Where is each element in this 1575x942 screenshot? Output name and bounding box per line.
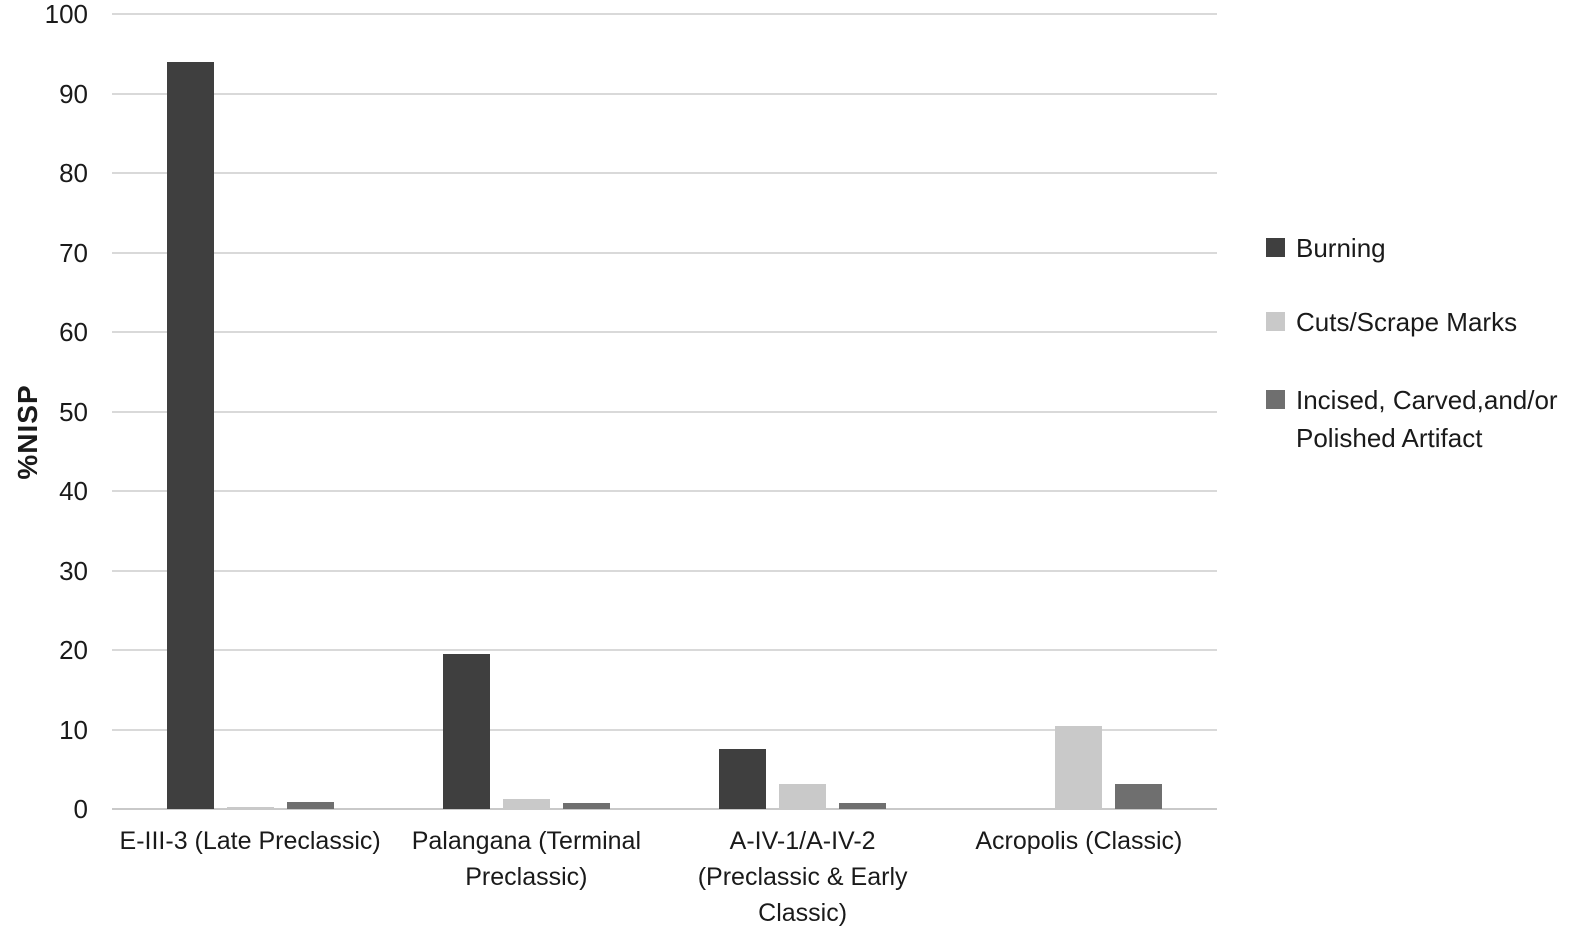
x-category-label-line: Preclassic) — [465, 863, 588, 891]
bar — [166, 61, 214, 809]
legend-label: Incised, Carved,and/or Polished Artifact — [1296, 381, 1558, 457]
x-category-label-line: Classic) — [758, 899, 848, 927]
bar — [779, 784, 827, 809]
y-tick-label: 90 — [59, 78, 88, 109]
legend-swatch-icon — [1266, 238, 1285, 257]
y-tick-label: 100 — [44, 0, 88, 29]
bar — [1055, 725, 1103, 809]
legend-label-line: Cuts/Scrape Marks — [1296, 307, 1518, 337]
y-tick-label: 0 — [73, 794, 88, 824]
x-category-label: A-IV-1/A-IV-2 (Preclassic & Early Classic) — [665, 823, 941, 931]
x-category-label: E-III-3 (Late Preclassic) — [112, 823, 388, 859]
legend-item: Burning — [1266, 229, 1386, 267]
y-tick-label: 80 — [59, 158, 88, 188]
legend-label: Burning — [1296, 229, 1386, 267]
gridline — [112, 649, 1217, 651]
legend-swatch-icon — [1266, 312, 1285, 331]
x-category-label: Acropolis (Classic) — [941, 823, 1217, 859]
y-tick-label: 40 — [59, 476, 88, 506]
gridline — [112, 13, 1217, 15]
y-tick-label: 70 — [59, 237, 88, 268]
legend-item: Incised, Carved,and/or Polished Artifact — [1266, 381, 1558, 457]
x-category-label-line: E-III-3 (Late Preclassic) — [119, 827, 381, 855]
x-category-label-line: A-IV-1/A-IV-2 — [729, 827, 876, 855]
bar — [286, 801, 334, 809]
gridline — [112, 490, 1217, 492]
bar — [719, 748, 767, 809]
legend-item: Cuts/Scrape Marks — [1266, 303, 1517, 341]
gridline — [112, 172, 1217, 174]
bar — [502, 798, 550, 809]
x-category-label-line: Acropolis (Classic) — [975, 827, 1183, 855]
legend-label-line: Polished Artifact — [1296, 423, 1483, 453]
y-tick-label: 60 — [59, 317, 88, 347]
y-tick-label: 30 — [59, 555, 88, 586]
x-axis-line — [112, 808, 1217, 810]
legend-label-line: Incised, Carved,and/or — [1296, 385, 1558, 415]
y-tick-label: 10 — [59, 714, 88, 745]
gridline — [112, 410, 1217, 413]
legend-swatch-icon — [1266, 390, 1285, 409]
bar — [1115, 783, 1163, 809]
bar — [839, 803, 887, 809]
y-tick-label: 50 — [59, 396, 88, 427]
gridline — [112, 331, 1217, 333]
gridline — [112, 251, 1217, 254]
legend-label: Cuts/Scrape Marks — [1296, 303, 1517, 341]
x-category-label: Palangana (Terminal Preclassic) — [388, 823, 664, 895]
gridline — [112, 92, 1217, 95]
gridline — [112, 728, 1217, 731]
legend-label-line: Burning — [1296, 233, 1386, 263]
gridline — [112, 569, 1217, 572]
bar — [226, 806, 274, 809]
x-category-label-line: (Preclassic & Early — [697, 863, 908, 891]
bar — [562, 803, 610, 809]
bar — [442, 653, 490, 809]
x-category-label-line: Palangana (Terminal — [411, 827, 642, 855]
y-tick-label: 20 — [59, 635, 88, 665]
